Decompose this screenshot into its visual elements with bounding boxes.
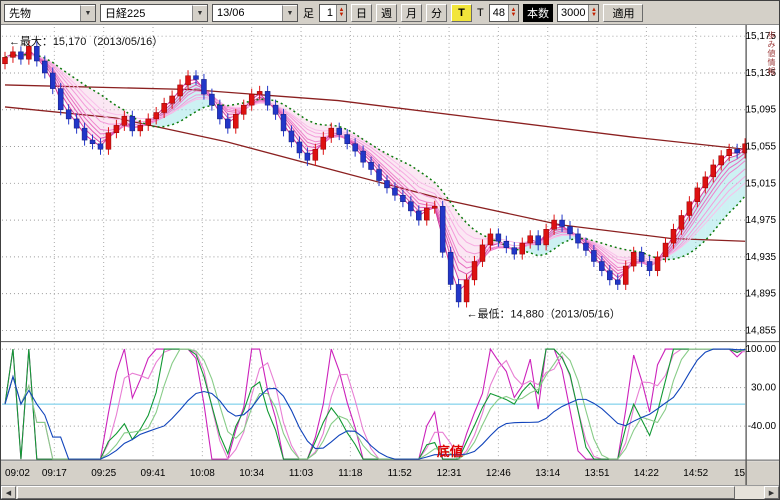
scrollbar-thumb[interactable] bbox=[17, 486, 736, 499]
dropdown-arrow-icon[interactable]: ▼ bbox=[80, 4, 95, 21]
ma-ribbon bbox=[4, 49, 746, 292]
spinner-arrows[interactable]: ▲ ▼ bbox=[588, 4, 599, 21]
bottom-price-annotation: 底値 bbox=[437, 444, 463, 459]
tick-label: T bbox=[477, 6, 484, 19]
price-chart-canvas[interactable]: 15,175 15,135 15,095 15,055 15,015 14,975 14,9… bbox=[1, 25, 779, 485]
scroll-right-button[interactable]: ▶ bbox=[764, 486, 779, 499]
spin-up-icon[interactable]: ▲ bbox=[510, 6, 517, 13]
tick-count-spinner[interactable]: 48 ▲ ▼ bbox=[488, 3, 519, 22]
svg-text:15,055: 15,055 bbox=[746, 142, 777, 153]
spin-down-icon[interactable]: ▼ bbox=[510, 11, 517, 18]
axis-side-note: 歩み値情報 bbox=[767, 31, 776, 76]
period-week-button[interactable]: 週 bbox=[376, 3, 397, 22]
svg-text:11:52: 11:52 bbox=[388, 468, 413, 479]
symbol-combo-value: 日経225 bbox=[105, 7, 146, 20]
svg-text:10:34: 10:34 bbox=[239, 468, 264, 479]
contract-combo[interactable]: 13/06 ▼ bbox=[212, 3, 298, 22]
tick-mode-toggle[interactable]: T bbox=[451, 3, 472, 22]
spinner-arrows[interactable]: ▲ ▼ bbox=[507, 4, 518, 21]
price-axis: 15,175 15,135 15,095 15,055 15,015 14,975 14,9… bbox=[746, 25, 779, 485]
spin-up-icon[interactable]: ▲ bbox=[590, 6, 597, 13]
svg-text:11:03: 11:03 bbox=[289, 468, 314, 479]
green-ma-line bbox=[4, 52, 746, 261]
spin-up-icon[interactable]: ▲ bbox=[338, 6, 345, 13]
svg-text:15,095: 15,095 bbox=[746, 105, 777, 116]
svg-text:14:52: 14:52 bbox=[683, 468, 708, 479]
toolbar: 先物 ▼ 日経225 ▼ 13/06 ▼ 足 1 ▲ ▼ 日 週 月 分 T T… bbox=[1, 1, 779, 25]
max-price-annotation: ←最大：15,170（2013/05/16） bbox=[9, 34, 163, 48]
dropdown-arrow-icon[interactable]: ▼ bbox=[192, 4, 207, 21]
time-axis: 09:02 09:17 09:25 09:41 10:08 10:34 11:03 11:18… bbox=[5, 468, 746, 479]
svg-text:11:18: 11:18 bbox=[338, 468, 363, 479]
apply-button[interactable]: 適用 bbox=[603, 3, 644, 22]
svg-text:14:22: 14:22 bbox=[634, 468, 659, 479]
svg-text:30.00: 30.00 bbox=[751, 383, 776, 394]
svg-text:12:46: 12:46 bbox=[486, 468, 511, 479]
svg-text:13:14: 13:14 bbox=[535, 468, 560, 479]
period-month-button[interactable]: 月 bbox=[401, 3, 422, 22]
chart-area[interactable]: 15,175 15,135 15,095 15,055 15,015 14,975 14,9… bbox=[1, 25, 779, 485]
scrollbar-track[interactable] bbox=[16, 486, 764, 499]
svg-text:10:08: 10:08 bbox=[190, 468, 215, 479]
symbol-combo[interactable]: 日経225 ▼ bbox=[100, 3, 208, 22]
svg-text:14,895: 14,895 bbox=[746, 289, 777, 300]
scroll-left-button[interactable]: ◀ bbox=[1, 486, 16, 499]
svg-text:09:41: 09:41 bbox=[141, 468, 166, 479]
annotations: ←最大：15,170（2013/05/16） ←最低：14,880（2013/05… bbox=[9, 34, 621, 459]
svg-text:09:02: 09:02 bbox=[5, 468, 30, 479]
bar-count-spinner[interactable]: 3000 ▲ ▼ bbox=[556, 3, 600, 22]
svg-text:15,015: 15,015 bbox=[746, 178, 777, 189]
svg-text:15: 15 bbox=[734, 468, 746, 479]
svg-text:100.00: 100.00 bbox=[746, 344, 777, 355]
svg-text:09:25: 09:25 bbox=[91, 468, 116, 479]
bar-count-value: 3000 bbox=[560, 6, 586, 19]
svg-text:15,135: 15,135 bbox=[746, 68, 777, 79]
spin-down-icon[interactable]: ▼ bbox=[338, 11, 345, 18]
svg-text:13:51: 13:51 bbox=[585, 468, 610, 479]
spin-down-icon[interactable]: ▼ bbox=[590, 11, 597, 18]
horizontal-scrollbar[interactable]: ◀ ▶ bbox=[1, 485, 779, 499]
minute-spinner-value: 1 bbox=[326, 6, 333, 19]
svg-text:14,855: 14,855 bbox=[746, 325, 777, 336]
candles bbox=[2, 40, 748, 308]
min-price-annotation: ←最低：14,880（2013/05/16） bbox=[467, 307, 621, 320]
period-day-button[interactable]: 日 bbox=[351, 3, 372, 22]
svg-text:15,175: 15,175 bbox=[746, 31, 777, 42]
svg-text:09:17: 09:17 bbox=[42, 468, 67, 479]
svg-text:14,935: 14,935 bbox=[746, 252, 777, 263]
svg-text:-40.00: -40.00 bbox=[748, 421, 777, 432]
oscillator-lines bbox=[1, 347, 746, 461]
svg-text:14,975: 14,975 bbox=[746, 215, 777, 226]
market-combo[interactable]: 先物 ▼ bbox=[4, 3, 96, 22]
dropdown-arrow-icon[interactable]: ▼ bbox=[282, 4, 297, 21]
period-minute-button[interactable]: 分 bbox=[426, 3, 447, 22]
minute-spinner[interactable]: 1 ▲ ▼ bbox=[319, 3, 347, 22]
tick-count-value: 48 bbox=[492, 6, 505, 19]
bar-count-label: 本数 bbox=[522, 3, 553, 22]
contract-combo-value: 13/06 bbox=[217, 6, 245, 19]
period-label: 足 bbox=[303, 7, 314, 20]
spinner-arrows[interactable]: ▲ ▼ bbox=[336, 4, 346, 21]
svg-text:12:31: 12:31 bbox=[437, 468, 462, 479]
market-combo-value: 先物 bbox=[9, 7, 31, 20]
